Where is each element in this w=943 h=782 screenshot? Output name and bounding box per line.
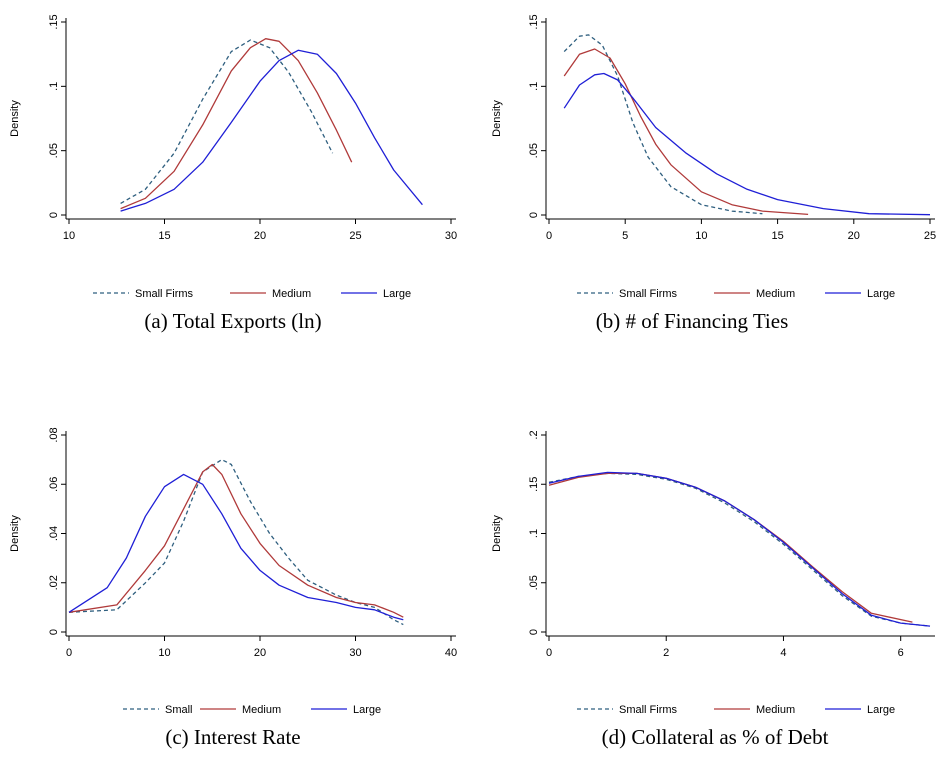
x-tick-label: 10 — [158, 647, 170, 659]
x-tick-label: 2 — [663, 647, 669, 659]
legend-label: Large — [353, 704, 381, 716]
series-line-large — [548, 471, 931, 627]
y-tick-label: 0 — [528, 629, 540, 635]
y-tick-label: .05 — [528, 143, 540, 158]
y-tick-label: .1 — [528, 82, 540, 91]
y-tick-label: .02 — [48, 575, 60, 590]
y-tick-label: 0 — [48, 212, 60, 218]
y-tick-label: .06 — [48, 477, 60, 492]
legend-label: Large — [383, 288, 411, 300]
y-tick-label: 0 — [48, 629, 60, 635]
x-tick-label: 20 — [254, 647, 266, 659]
panel-caption: (d) Collateral as % of Debt — [602, 725, 829, 749]
series-line-medium — [548, 472, 913, 623]
series-line-medium — [563, 48, 809, 216]
x-tick-label: 15 — [771, 230, 783, 242]
series-line-small — [68, 458, 404, 626]
legend-label: Medium — [756, 704, 795, 716]
y-axis-title: Density — [9, 515, 21, 552]
legend-label: Large — [867, 704, 895, 716]
series-line-small-firms — [120, 39, 334, 204]
series-line-large — [563, 72, 931, 216]
x-tick-label: 5 — [622, 230, 628, 242]
legend-label: Small Firms — [135, 288, 194, 300]
y-axis-title: Density — [491, 100, 503, 137]
legend-label: Small Firms — [619, 288, 678, 300]
x-tick-label: 10 — [63, 230, 75, 242]
x-tick-label: 0 — [546, 230, 552, 242]
series-line-medium — [68, 463, 404, 618]
x-tick-label: 0 — [546, 647, 552, 659]
y-axis-title: Density — [491, 515, 503, 552]
x-tick-label: 15 — [158, 230, 170, 242]
chart-panel-3: 0 10 20 30 40 0 .02 .04 .06 .08 Density Small Medium… — [9, 427, 457, 749]
y-tick-label: .04 — [48, 526, 60, 541]
legend-label: Medium — [756, 288, 795, 300]
series-line-large — [120, 49, 423, 212]
legend-label: Medium — [242, 704, 281, 716]
series-line-medium — [120, 38, 353, 210]
y-tick-label: .08 — [48, 427, 60, 442]
legend-label: Small Firms — [619, 704, 678, 716]
y-tick-label: .15 — [528, 477, 540, 492]
series-line-small-firms — [548, 472, 931, 627]
panel-caption: (c) Interest Rate — [165, 725, 300, 749]
legend-label: Large — [867, 288, 895, 300]
x-tick-label: 20 — [848, 230, 860, 242]
x-tick-label: 6 — [898, 647, 904, 659]
x-tick-label: 30 — [349, 647, 361, 659]
panel-caption: (a) Total Exports (ln) — [144, 309, 321, 333]
y-tick-label: .05 — [528, 575, 540, 590]
y-tick-label: 0 — [528, 212, 540, 218]
legend-label: Small — [165, 704, 193, 716]
panel-caption: (b) # of Financing Ties — [596, 309, 789, 333]
x-tick-label: 4 — [780, 647, 786, 659]
x-tick-label: 20 — [254, 230, 266, 242]
x-tick-label: 30 — [445, 230, 457, 242]
y-tick-label: .1 — [528, 529, 540, 538]
y-tick-label: .2 — [528, 430, 540, 439]
y-tick-label: .05 — [48, 143, 60, 158]
y-tick-label: .15 — [48, 14, 60, 29]
chart-panel-2: 0 5 10 15 20 25 0 .05 .1 .15 Density Small Firms Med… — [491, 14, 936, 333]
x-tick-label: 0 — [66, 647, 72, 659]
series-line-small-firms — [563, 34, 763, 215]
chart-panel-1: 10 15 20 25 30 0 .05 .1 .15 Density Small Firms Med… — [9, 14, 457, 333]
y-tick-label: .15 — [528, 14, 540, 29]
chart-panel-4: 0 2 4 6 0 .05 .1 .15 .2 Density Small Firms Medium L… — [491, 430, 935, 749]
x-tick-label: 25 — [924, 230, 936, 242]
x-tick-label: 10 — [695, 230, 707, 242]
series-line-large — [68, 473, 404, 621]
x-tick-label: 25 — [349, 230, 361, 242]
y-axis-title: Density — [9, 100, 21, 137]
x-tick-label: 40 — [445, 647, 457, 659]
y-tick-label: .1 — [48, 82, 60, 91]
legend-label: Medium — [272, 288, 311, 300]
